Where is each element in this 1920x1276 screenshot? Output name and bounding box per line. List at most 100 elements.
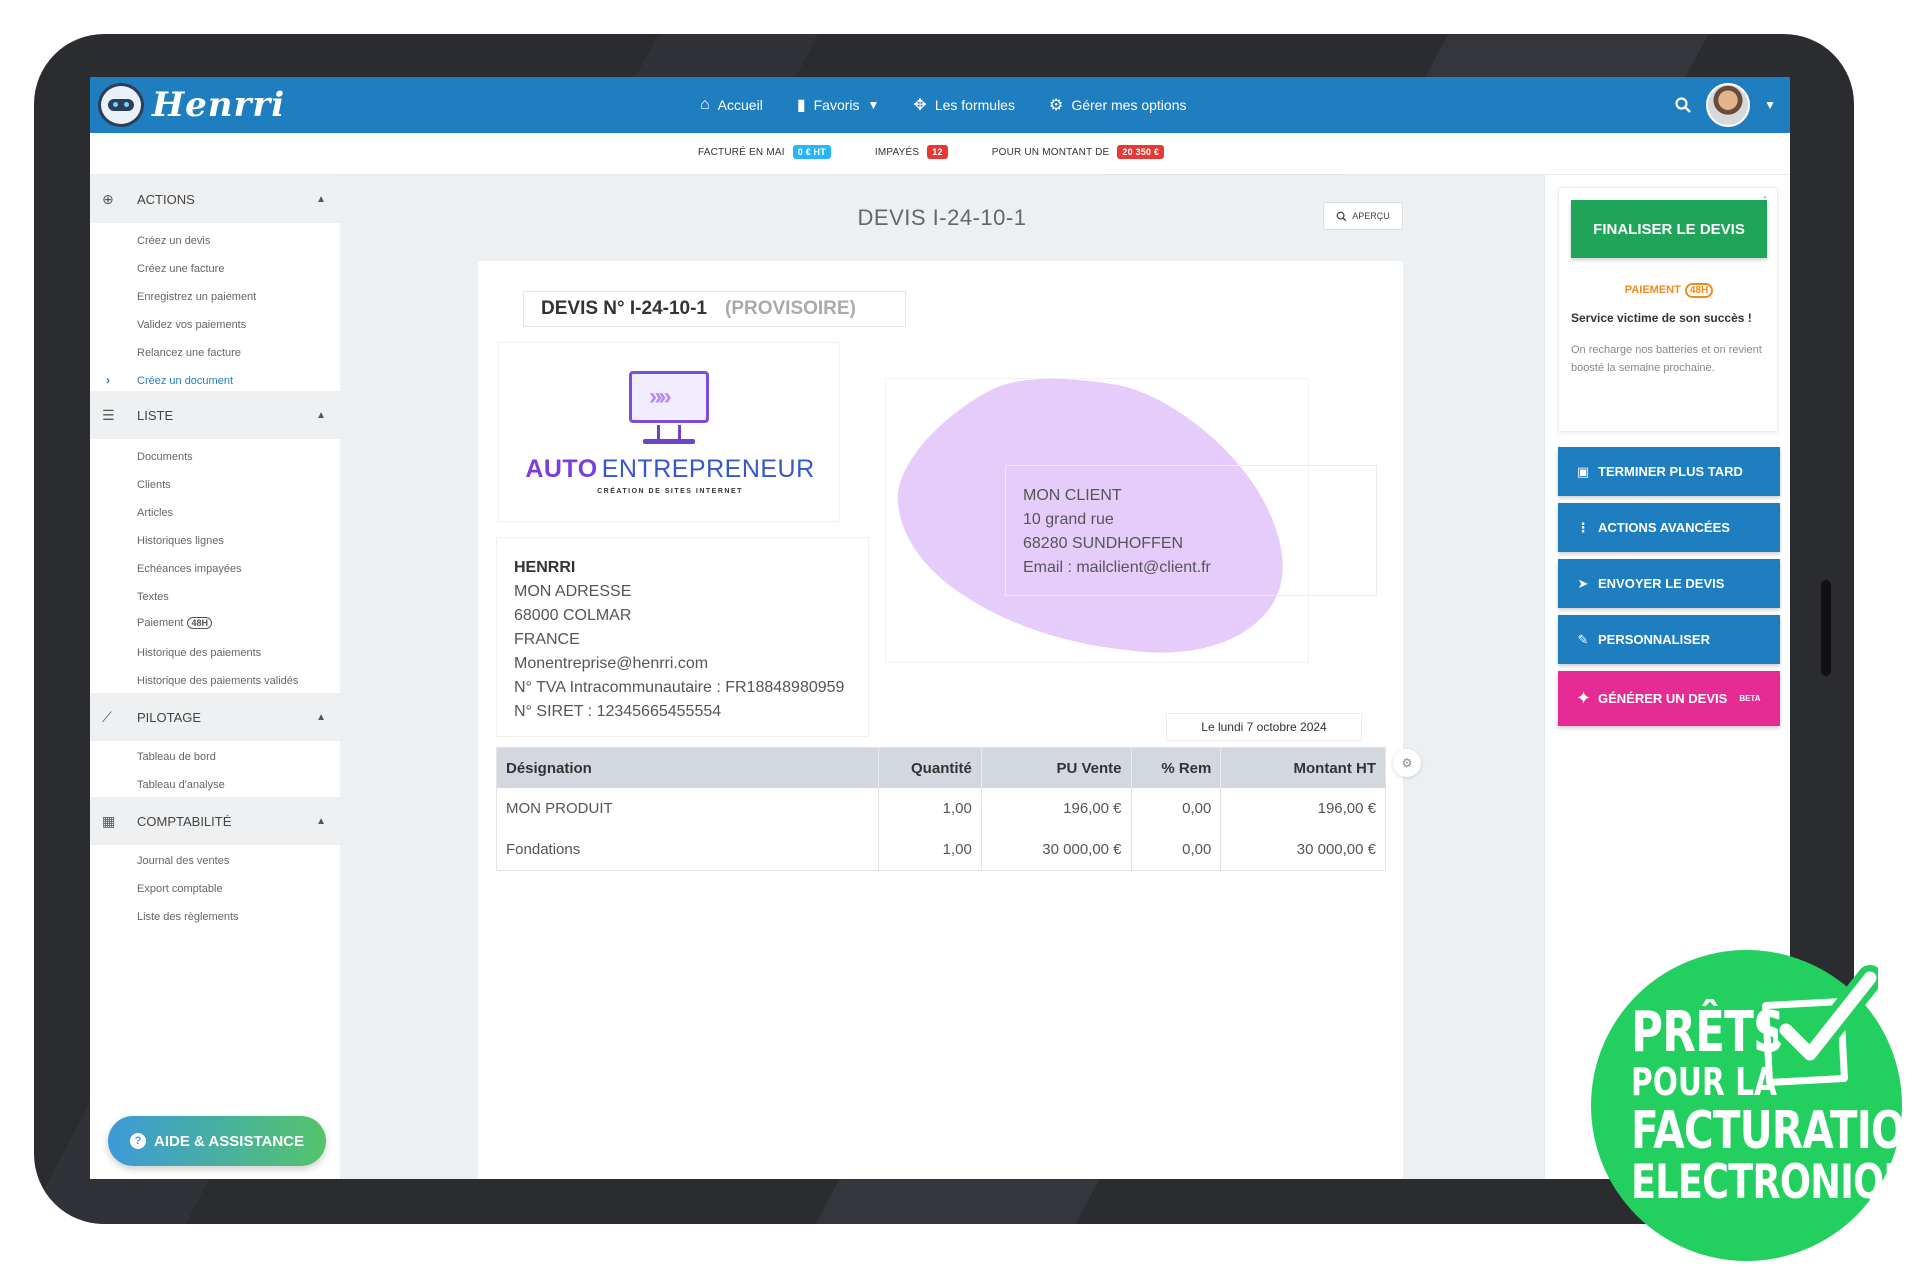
company-address: MON ADRESSE: [514, 583, 632, 600]
table-row[interactable]: MON PRODUIT 1,00 196,00 € 0,00 196,00 €: [497, 788, 1385, 829]
sidebar-item-clients[interactable]: Clients: [137, 479, 171, 491]
nav-options[interactable]: ⚙ Gérer mes options: [1049, 95, 1187, 115]
help-assistance-button[interactable]: ? AIDE & ASSISTANCE: [108, 1116, 326, 1166]
sidebar-item-articles[interactable]: Articles: [137, 507, 174, 519]
section-title: PILOTAGE: [137, 709, 202, 725]
sidebar-section-actions[interactable]: ⊕ ACTIONS ▲: [90, 175, 340, 223]
generate-quote-ai-button[interactable]: ✦ GÉNÉRER UN DEVIS BETA: [1558, 671, 1780, 726]
48h-icon: 48H: [1684, 283, 1714, 298]
stat-badge: 12: [927, 145, 948, 159]
quote-date[interactable]: Le lundi 7 octobre 2024: [1166, 713, 1362, 741]
promo-title: Service victime de son succès !: [1571, 311, 1752, 325]
help-label: AIDE & ASSISTANCE: [153, 1132, 304, 1150]
formula-icon: ✥: [913, 97, 927, 114]
nav-favoris[interactable]: ▮ Favoris ▼: [797, 95, 880, 115]
send-quote-button[interactable]: ➤ ENVOYER LE DEVIS: [1558, 559, 1780, 608]
list-icon: ☰: [102, 406, 115, 423]
arrows-icon: »»: [649, 383, 672, 410]
button-label: PERSONNALISER: [1598, 632, 1710, 647]
send-icon: ➤: [1577, 575, 1589, 591]
chevron-down-icon: ▼: [867, 98, 880, 112]
sidebar-item-creez-facture[interactable]: Créez une facture: [137, 263, 225, 275]
cell-discount: 0,00: [1130, 829, 1221, 870]
column-header: Montant HT: [1220, 748, 1385, 788]
company-tva: N° TVA Intracommunautaire : FR1884898095…: [514, 679, 845, 696]
sidebar-item-creez-document[interactable]: Créez un document: [137, 375, 233, 387]
button-label: TERMINER PLUS TARD: [1598, 464, 1743, 479]
monitor-icon: [629, 371, 709, 423]
chart-line-icon: ⟋: [102, 708, 112, 725]
finalize-quote-button[interactable]: FINALISER LE DEVIS: [1571, 200, 1767, 258]
apercu-button[interactable]: APERÇU: [1323, 202, 1403, 230]
column-header: % Rem: [1130, 748, 1221, 788]
beta-badge: BETA: [1739, 694, 1761, 703]
quote-number[interactable]: DEVIS N° I-24-10-1 (PROVISOIRE): [523, 291, 906, 327]
client-city: 68280 SUNDHOFFEN: [1023, 535, 1184, 552]
stat-badge: 0 € HT: [792, 145, 831, 159]
sidebar-item-paiement[interactable]: Paiement 48H: [137, 617, 212, 629]
company-logo[interactable]: »» AUTO ENTREPRENEUR CRÉATION DE SITES IN…: [498, 342, 840, 522]
stat-unpaid[interactable]: IMPAYÉS 12: [875, 145, 948, 159]
column-header: Quantité: [878, 748, 981, 788]
advanced-actions-button[interactable]: ⋮ ACTIONS AVANCÉES: [1558, 503, 1780, 552]
client-address: 10 grand rue: [1023, 511, 1114, 528]
sidebar-item-echeances[interactable]: Echéances impayées: [137, 563, 242, 575]
avatar[interactable]: [1706, 83, 1751, 127]
sidebar-item-tableau-bord[interactable]: Tableau de bord: [137, 751, 216, 763]
sidebar-section-comptabilite[interactable]: ▦ COMPTABILITÉ ▲: [90, 797, 340, 845]
cell-unit-price: 30 000,00 €: [980, 829, 1131, 870]
search-icon[interactable]: [1674, 96, 1692, 114]
app-logo[interactable]: Henrri: [98, 83, 285, 127]
cell-designation: Fondations: [506, 841, 581, 858]
sidebar-item-export-comptable[interactable]: Export comptable: [137, 883, 223, 895]
company-siret: N° SIRET : 12345665455554: [514, 703, 722, 720]
sidebar-item-creez-devis[interactable]: Créez un devis: [137, 235, 211, 247]
cell-amount: 196,00 €: [1220, 788, 1385, 829]
sidebar-section-pilotage[interactable]: ⟋ PILOTAGE ▲: [90, 693, 340, 741]
calculator-icon: ▦: [102, 812, 116, 829]
plus-circle-icon: ⊕: [102, 190, 114, 207]
client-info[interactable]: MON CLIENT 10 grand rue 68280 SUNDHOFFEN…: [1005, 465, 1377, 596]
seal-line-1: PRÊTS: [1631, 1000, 1785, 1065]
pencil-icon: ✎: [1577, 631, 1589, 647]
draft-label: (PROVISOIRE): [725, 298, 856, 319]
robot-logo-icon: [98, 83, 144, 127]
nav-label: Gérer mes options: [1071, 97, 1187, 113]
top-navbar: Henrri ⌂ Accueil ▮ Favoris ▼ ✥ Les formu…: [90, 77, 1790, 133]
sidebar-item-tableau-analyse[interactable]: Tableau d'analyse: [137, 779, 225, 791]
sidebar-item-historique-valides[interactable]: Historique des paiements validés: [137, 675, 299, 687]
app-screen: Henrri ⌂ Accueil ▮ Favoris ▼ ✥ Les formu…: [90, 77, 1790, 1179]
home-icon: ⌂: [700, 96, 710, 113]
sidebar-item-validez-paiements[interactable]: Validez vos paiements: [137, 319, 247, 331]
monitor-stand: [657, 425, 681, 439]
sidebar-item-relancez-facture[interactable]: Relancez une facture: [137, 347, 241, 359]
seal-line-2: POUR LA: [1631, 1060, 1777, 1104]
promo-text: On recharge nos batteries et on revient …: [1571, 344, 1762, 374]
nav-label: Accueil: [717, 97, 763, 113]
table-settings-gear-icon[interactable]: ⚙: [1393, 749, 1421, 777]
bookmark-icon: ▮: [796, 97, 806, 114]
finish-later-button[interactable]: ▣ TERMINER PLUS TARD: [1558, 447, 1780, 496]
company-info[interactable]: HENRRI MON ADRESSE 68000 COLMAR FRANCE M…: [496, 537, 869, 737]
button-label: GÉNÉRER UN DEVIS: [1598, 691, 1728, 706]
sidebar-item-textes[interactable]: Textes: [137, 591, 169, 603]
sidebar-item-historiques-lignes[interactable]: Historiques lignes: [137, 535, 224, 547]
sidebar-item-journal-ventes[interactable]: Journal des ventes: [137, 855, 230, 867]
more-vertical-icon[interactable]: ⋮: [1759, 194, 1771, 208]
48h-icon: 48H: [187, 617, 212, 629]
chevron-down-icon[interactable]: ▼: [1764, 98, 1776, 112]
table-row[interactable]: Fondations 1,00 30 000,00 € 0,00 30 000,…: [497, 829, 1385, 870]
more-vertical-icon: ⋮: [1576, 519, 1590, 535]
stats-bar: FACTURÉ EN MAI 0 € HT IMPAYÉS 12 POUR UN…: [90, 133, 1790, 177]
sidebar-item-documents[interactable]: Documents: [137, 451, 193, 463]
sidebar-item-historique-paiements[interactable]: Historique des paiements: [137, 647, 262, 659]
nav-accueil[interactable]: ⌂ Accueil: [700, 96, 763, 114]
customize-button[interactable]: ✎ PERSONNALISER: [1558, 615, 1780, 664]
sidebar-item-enregistrez-paiement[interactable]: Enregistrez un paiement: [137, 291, 257, 303]
chevron-right-icon: ›: [106, 373, 110, 387]
sidebar-section-liste[interactable]: ☰ LISTE ▲: [90, 391, 340, 439]
cell-quantity: 1,00: [878, 788, 981, 829]
stat-label: POUR UN MONTANT DE: [991, 146, 1110, 158]
nav-formules[interactable]: ✥ Les formules: [913, 95, 1015, 115]
sidebar-item-liste-reglements[interactable]: Liste des règlements: [137, 911, 239, 923]
